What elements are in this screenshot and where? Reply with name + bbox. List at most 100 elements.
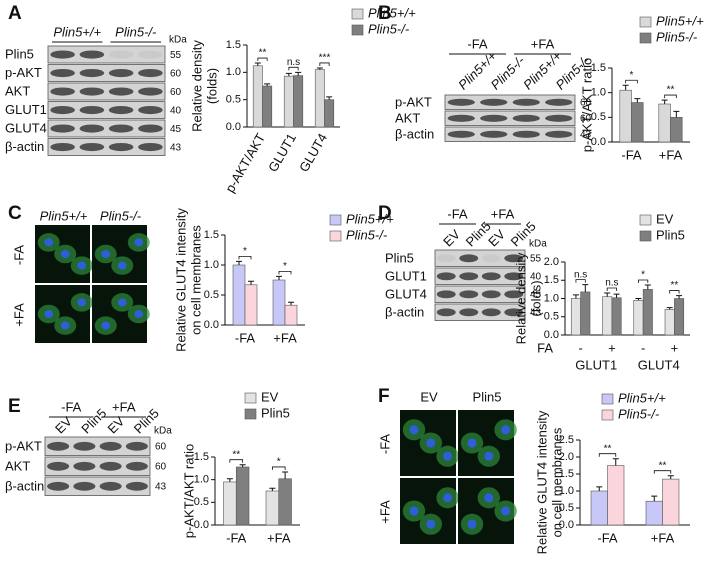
significance: ** [670, 280, 678, 291]
kda-value: 45 [170, 124, 182, 135]
x-axis-label: FA [537, 340, 553, 355]
row-label: p-AKT [5, 438, 42, 453]
error-bar [295, 71, 302, 76]
significance-bracket [575, 279, 586, 283]
blot-band [79, 142, 105, 152]
blot-band [79, 87, 105, 96]
row-label: AKT [395, 110, 420, 125]
significance-bracket [669, 290, 680, 294]
blot-band [459, 290, 479, 299]
blot-band [481, 254, 501, 263]
blot-strip [47, 138, 166, 156]
blot-band [108, 68, 134, 78]
nucleus [134, 309, 144, 319]
bar [670, 117, 683, 143]
panel-letter: C [8, 203, 22, 224]
bar [278, 478, 292, 526]
y-tick-label: 1.5 [559, 468, 574, 480]
nucleus [501, 506, 511, 516]
x-tick-label: -FA [235, 330, 256, 345]
kda-label: kDa [529, 239, 547, 250]
image-column: EV [420, 389, 438, 404]
kda-value: 60 [580, 114, 592, 125]
nucleus [101, 249, 111, 259]
blot-band [79, 68, 105, 78]
nucleus [426, 438, 436, 448]
nucleus [60, 321, 70, 330]
legend-label: EV [656, 211, 674, 226]
blot-band [504, 272, 524, 281]
significance: ** [604, 443, 612, 454]
y-tick-label: 0.5 [204, 289, 219, 301]
image-row: +FA [11, 303, 26, 327]
y-tick-label: 2.0 [559, 451, 574, 463]
nucleus [134, 238, 144, 247]
significance-bracket [319, 62, 330, 66]
nucleus [443, 493, 453, 503]
y-tick-label: 0.0 [559, 519, 574, 531]
error-bar [635, 298, 642, 301]
y-tick-label: 1.0 [559, 485, 574, 497]
row-label: β-actin [5, 139, 44, 154]
kda-label: kDa [169, 35, 187, 46]
legend-swatch [639, 32, 652, 44]
panel-letter: A [8, 3, 22, 24]
blot-band [125, 461, 148, 471]
blot-band [138, 87, 163, 96]
blot-band [545, 130, 573, 138]
blot-band [436, 290, 456, 299]
x-tick-label: p-AKT/AKT [222, 131, 268, 195]
significance: n.s [605, 278, 618, 289]
blot-group: Plin5+/+ [53, 24, 101, 39]
error-bar [666, 307, 673, 310]
row-label: β-actin [5, 478, 44, 493]
blot-band [436, 254, 456, 263]
kda-value: 43 [155, 482, 167, 493]
legend-swatch [639, 214, 652, 226]
error-bar [264, 83, 271, 86]
image-column: Plin5+/+ [40, 208, 88, 223]
blot-band [108, 142, 134, 152]
error-bar [288, 301, 294, 306]
significance: n.s [574, 269, 587, 280]
y-tick-label: 0.0 [544, 329, 559, 341]
blot-band [108, 50, 134, 59]
error-bar [604, 292, 611, 297]
bar [642, 289, 653, 336]
kda-value: 55 [530, 254, 542, 265]
error-bar [644, 284, 651, 290]
nucleus [443, 451, 453, 461]
row-label: GLUT1 [5, 102, 47, 117]
y-tick-label: 1.0 [204, 259, 219, 271]
significance-bracket [271, 466, 286, 470]
blot-band [108, 105, 134, 115]
blot-strip [434, 267, 526, 285]
blot-band [447, 98, 475, 106]
blot-band [545, 114, 573, 122]
x-tick-label: +FA [273, 330, 297, 345]
nucleus [44, 238, 54, 247]
error-bar [276, 275, 282, 280]
y-tick-label: 1.5 [226, 39, 241, 51]
x-tick-label: - [641, 340, 645, 355]
bar [658, 103, 671, 143]
y-tick-label: 1.0 [194, 474, 209, 486]
bar [607, 465, 625, 526]
significance: ** [659, 460, 667, 471]
y-tick-label: 1.0 [544, 292, 559, 304]
blot-band [73, 441, 96, 451]
blot-band [99, 461, 122, 471]
blot-band [436, 308, 456, 317]
bar [324, 99, 335, 128]
blot-band [436, 272, 456, 281]
kda-value: 60 [580, 98, 592, 109]
bar [633, 300, 644, 336]
blot-strip [47, 45, 166, 64]
bar [674, 298, 685, 336]
kda-value: 45 [530, 290, 542, 301]
significance: * [641, 270, 645, 281]
blot-strip [47, 119, 166, 138]
error-bar [673, 110, 680, 118]
nucleus [44, 309, 54, 319]
error-bar [239, 464, 246, 467]
